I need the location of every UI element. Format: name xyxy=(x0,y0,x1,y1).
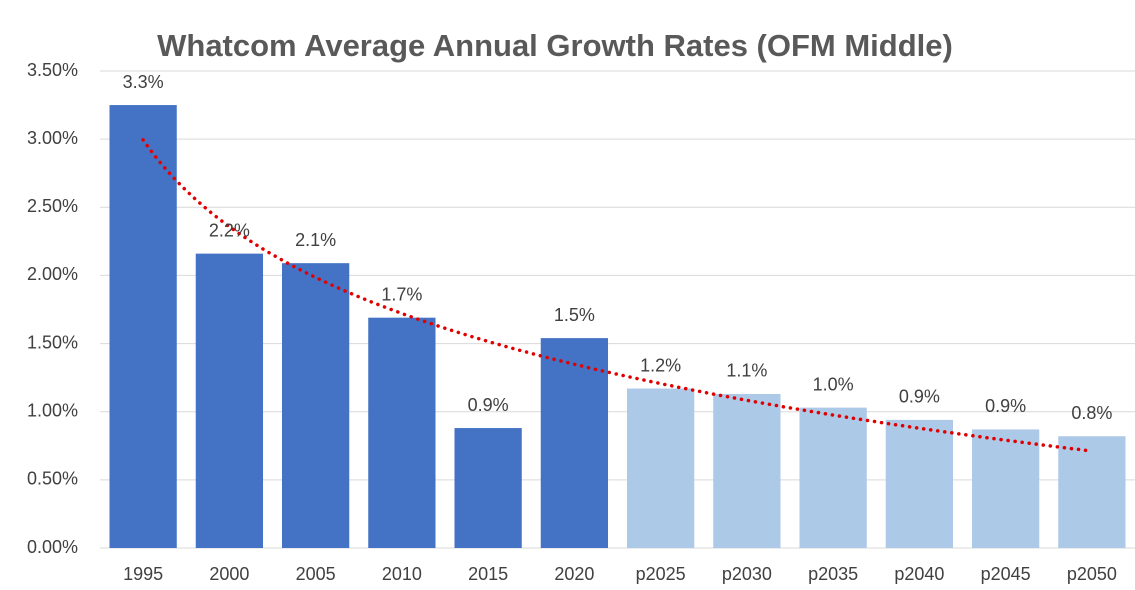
trendline xyxy=(141,138,1094,453)
bar xyxy=(281,263,350,548)
y-tick-label: 3.50% xyxy=(27,60,78,80)
y-tick-label: 0.00% xyxy=(27,537,78,557)
data-label: 1.5% xyxy=(554,305,595,325)
x-tick-label: 1995 xyxy=(123,564,163,584)
y-tick-label: 1.50% xyxy=(27,332,78,352)
bar xyxy=(368,317,436,548)
x-tick-label: p2035 xyxy=(808,564,858,584)
x-tick-label: p2030 xyxy=(722,564,772,584)
data-label: 0.9% xyxy=(985,396,1026,416)
x-tick-label: p2050 xyxy=(1067,564,1117,584)
x-tick-label: p2025 xyxy=(636,564,686,584)
x-tick-label: 2015 xyxy=(468,564,508,584)
data-label: 1.1% xyxy=(726,361,767,381)
data-label: 0.9% xyxy=(899,387,940,407)
x-tick-label: p2045 xyxy=(981,564,1031,584)
bar xyxy=(195,253,264,548)
data-label: 1.2% xyxy=(640,355,681,375)
bar xyxy=(540,338,609,548)
x-tick-label: 2020 xyxy=(554,564,594,584)
data-label: 1.0% xyxy=(813,374,854,394)
data-label: 2.2% xyxy=(209,220,250,240)
data-label: 2.1% xyxy=(295,230,336,250)
bar xyxy=(626,388,695,548)
chart-title: Whatcom Average Annual Growth Rates (OFM… xyxy=(157,28,953,63)
y-tick-label: 2.00% xyxy=(27,264,78,284)
x-tick-label: p2040 xyxy=(894,564,944,584)
data-label: 0.8% xyxy=(1071,403,1112,423)
data-label: 1.7% xyxy=(381,284,422,304)
y-tick-label: 2.50% xyxy=(27,196,78,216)
bar xyxy=(109,105,177,549)
y-tick-label: 1.00% xyxy=(27,400,78,420)
bar xyxy=(885,419,954,548)
y-tick-label: 3.00% xyxy=(27,128,78,148)
bar xyxy=(971,429,1040,548)
x-tick-label: 2010 xyxy=(382,564,422,584)
bar xyxy=(454,428,522,548)
x-tick-label: 2000 xyxy=(209,564,249,584)
data-label: 3.3% xyxy=(123,72,164,92)
data-label: 0.9% xyxy=(468,395,509,415)
bar xyxy=(1058,436,1126,548)
bar xyxy=(799,407,867,548)
x-tick-label: 2005 xyxy=(296,564,336,584)
y-tick-label: 0.50% xyxy=(27,469,78,489)
bar xyxy=(713,393,781,548)
